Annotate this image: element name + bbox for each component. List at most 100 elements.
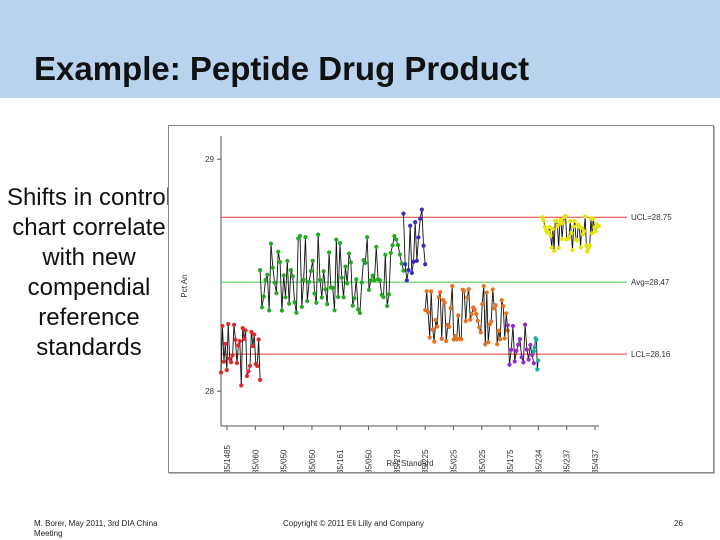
data-point [390, 243, 395, 248]
data-point [401, 211, 406, 216]
data-point [386, 292, 392, 297]
data-point [334, 237, 339, 242]
series-connector [441, 300, 444, 339]
x-axis-label: Ref Standard [386, 459, 433, 468]
data-point [230, 353, 235, 358]
series-connector [233, 324, 236, 340]
data-point [314, 300, 319, 305]
data-point [507, 362, 512, 367]
series-connector [253, 334, 257, 365]
data-point [234, 360, 240, 366]
data-point [498, 337, 503, 342]
data-point [247, 363, 253, 368]
data-point [526, 357, 531, 362]
series-connector [418, 218, 421, 238]
x-tick-label: 35/161 [336, 449, 345, 472]
series-connector [328, 252, 332, 288]
data-point [348, 260, 353, 265]
data-point [359, 280, 364, 285]
series-connector [366, 237, 370, 290]
series-connector [364, 237, 368, 263]
data-point [596, 224, 602, 229]
series-connector [335, 239, 339, 298]
series-connector [414, 222, 418, 261]
series-connector [344, 266, 348, 284]
data-point [388, 250, 393, 256]
series-connector [334, 239, 337, 311]
series-connector [326, 252, 330, 305]
data-point [408, 223, 413, 228]
series-connector [388, 252, 392, 295]
data-point [366, 287, 372, 292]
data-point [258, 377, 263, 382]
series-connector [565, 215, 568, 240]
series-connector [528, 344, 531, 360]
series-connector [286, 260, 290, 304]
data-point [524, 347, 529, 352]
data-point [535, 367, 540, 372]
data-point [496, 328, 501, 333]
series-connector [496, 330, 500, 345]
data-point [346, 251, 352, 256]
series-connector [409, 225, 413, 273]
series-connector [303, 237, 306, 280]
data-point [436, 295, 441, 300]
series-connector [272, 267, 276, 283]
data-point [413, 220, 418, 225]
data-point [239, 383, 244, 388]
data-point [268, 241, 274, 246]
data-point [429, 289, 434, 294]
data-point [341, 295, 346, 300]
control-limit-label: UCL=28.75 [631, 213, 672, 222]
x-tick-label: 35/278 [393, 449, 402, 472]
data-point [531, 361, 536, 366]
x-tick-label: 35/437 [591, 449, 600, 472]
data-point [236, 343, 241, 348]
data-point [574, 238, 580, 243]
data-point [462, 289, 467, 294]
x-tick-label: 35/050 [280, 449, 289, 472]
x-tick-label: 35/237 [563, 449, 572, 472]
series-connector [281, 275, 285, 311]
data-point [357, 310, 363, 316]
slide-number: 26 [674, 519, 683, 528]
series-connector [323, 271, 326, 290]
data-point [551, 248, 557, 254]
series-connector [259, 270, 263, 308]
data-point [486, 340, 491, 345]
data-point [484, 290, 489, 295]
series-connector [288, 270, 292, 304]
series-connector [299, 235, 303, 307]
data-point [404, 278, 409, 283]
x-tick-label: 35/025 [449, 449, 458, 472]
data-point [307, 279, 312, 285]
data-point [352, 296, 357, 301]
data-point [587, 243, 592, 248]
series-connector [315, 234, 319, 303]
data-point [250, 343, 255, 349]
data-point [419, 207, 424, 212]
data-point [444, 338, 449, 344]
data-point [218, 370, 224, 375]
data-point [337, 241, 343, 246]
series-connector [502, 306, 506, 339]
data-point [270, 265, 275, 270]
series-connector [436, 297, 440, 327]
data-point [448, 306, 453, 311]
data-point [556, 245, 561, 251]
series-connector [535, 339, 538, 370]
x-tick-label: 35/175 [506, 449, 515, 472]
data-point [427, 335, 432, 340]
side-caption: Shifts in control chart correlate with n… [6, 184, 172, 361]
data-point [469, 312, 474, 317]
data-point [569, 230, 574, 236]
data-point [330, 285, 335, 290]
data-point [283, 295, 288, 300]
series-connector [270, 243, 274, 268]
series-connector [321, 271, 325, 298]
data-point [290, 274, 295, 279]
data-point [339, 275, 344, 280]
data-point [421, 243, 426, 248]
data-point [554, 218, 559, 223]
series-connector [524, 324, 528, 350]
